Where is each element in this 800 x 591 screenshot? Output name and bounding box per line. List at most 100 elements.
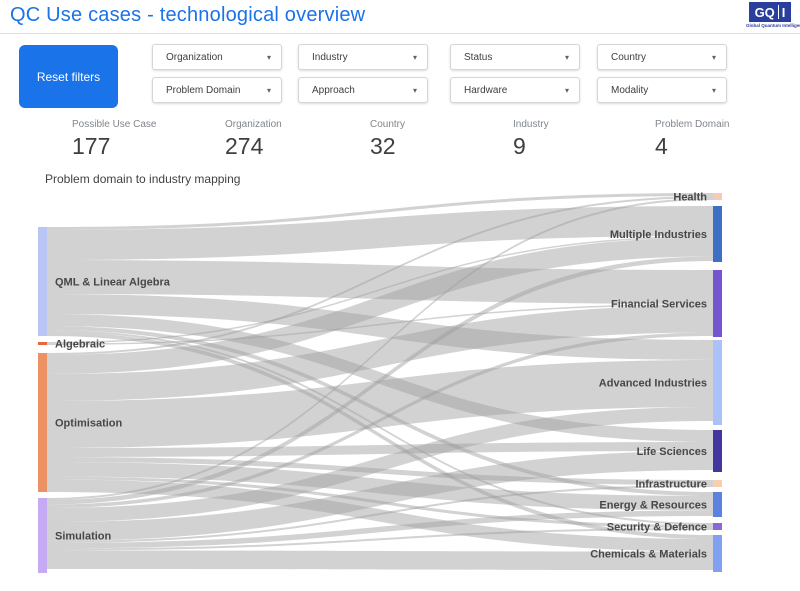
filter-status[interactable]: Status ▾ — [450, 44, 580, 70]
sankey-node-label-chemicals-materials: Chemicals & Materials — [590, 549, 707, 561]
sankey-node-label-algebraic: Algebraic — [55, 339, 105, 351]
sankey-link-qml-energy-resources[interactable] — [47, 326, 713, 496]
sankey-node-label-optimisation: Optimisation — [55, 418, 123, 430]
sankey-link-optimisation-health[interactable] — [47, 196, 713, 355]
sankey-node-simulation[interactable] — [38, 498, 47, 573]
sankey-link-qml-chemicals-materials[interactable] — [47, 332, 713, 539]
sankey-link-simulation-advanced-industries[interactable] — [47, 407, 713, 522]
sankey-node-advanced-industries[interactable] — [713, 340, 722, 425]
sankey-link-optimisation-infrastructure[interactable] — [47, 457, 713, 485]
filter-label: Modality — [611, 84, 649, 96]
kpi-problem-domain: Problem Domain 4 — [655, 119, 785, 160]
header-bar: QC Use cases - technological overview GQ… — [0, 0, 800, 34]
sankey-node-infrastructure[interactable] — [713, 480, 722, 487]
sankey-link-simulation-life-sciences[interactable] — [47, 451, 713, 541]
sankey-node-algebraic[interactable] — [38, 342, 47, 345]
chevron-down-icon: ▾ — [564, 85, 569, 95]
kpi-label: Industry — [513, 119, 549, 130]
kpi-value: 32 — [370, 133, 396, 159]
filter-country[interactable]: Country ▾ — [597, 44, 727, 70]
sankey-link-simulation-health[interactable] — [47, 198, 713, 500]
sankey-node-label-life-sciences: Life Sciences — [637, 446, 707, 458]
kpi-organization: Organization 274 — [225, 119, 355, 160]
sankey-node-label-qml: QML & Linear Algebra — [55, 277, 171, 289]
kpi-possible-use-case: Possible Use Case 177 — [72, 119, 202, 160]
sankey-link-qml-life-sciences[interactable] — [47, 314, 713, 442]
sankey-node-label-financial-services: Financial Services — [611, 299, 707, 311]
filter-label: Approach — [312, 84, 355, 96]
kpi-value: 274 — [225, 133, 264, 159]
sankey-node-label-infrastructure: Infrastructure — [635, 479, 707, 491]
page-title: QC Use cases - technological overview — [10, 4, 366, 26]
sankey-link-simulation-energy-resources[interactable] — [47, 510, 713, 549]
filter-approach[interactable]: Approach ▾ — [298, 77, 428, 103]
filter-label: Country — [611, 51, 647, 63]
gqi-logo-icon: GQ I — [749, 2, 791, 22]
logo-text-i: I — [781, 4, 786, 20]
chevron-down-icon: ▾ — [266, 85, 271, 95]
sankey-node-financial-services[interactable] — [713, 270, 722, 337]
sankey-node-optimisation[interactable] — [38, 353, 47, 492]
sankey-node-label-security-defence: Security & Defence — [607, 522, 707, 534]
sankey-node-label-advanced-industries: Advanced Industries — [599, 378, 707, 390]
sankey-node-label-energy-resources: Energy & Resources — [599, 500, 707, 512]
kpi-label: Organization — [225, 119, 282, 130]
sankey-link-optimisation-energy-resources[interactable] — [47, 462, 713, 511]
sankey-link-simulation-infrastructure[interactable] — [47, 485, 713, 543]
sankey-node-life-sciences[interactable] — [713, 430, 722, 472]
sankey-node-health[interactable] — [713, 193, 722, 200]
filter-label: Problem Domain — [166, 84, 241, 96]
sankey-node-label-multiple-industries: Multiple Industries — [610, 229, 707, 241]
sankey-link-algebraic-financial-services[interactable] — [47, 304, 713, 345]
filter-modality[interactable]: Modality ▾ — [597, 77, 727, 103]
filter-label: Industry — [312, 51, 348, 63]
sankey-link-simulation-chemicals-materials[interactable] — [47, 550, 713, 571]
logo-divider — [777, 5, 779, 19]
kpi-country: Country 32 — [370, 119, 500, 160]
filter-label: Organization — [166, 51, 223, 63]
chevron-down-icon: ▾ — [711, 52, 716, 62]
sankey-node-qml[interactable] — [38, 227, 47, 336]
sankey-node-multiple-industries[interactable] — [713, 206, 722, 262]
sankey-link-qml-advanced-industries[interactable] — [47, 294, 713, 360]
chevron-down-icon: ▾ — [412, 85, 417, 95]
sankey-node-energy-resources[interactable] — [713, 492, 722, 517]
reset-filters-button[interactable]: Reset filters — [19, 45, 118, 108]
kpi-industry: Industry 9 — [513, 119, 643, 160]
sankey-link-qml-security-defence[interactable] — [47, 330, 713, 525]
sankey-link-qml-health[interactable] — [47, 193, 713, 230]
sankey-link-optimisation-security-defence[interactable] — [47, 476, 713, 529]
sankey-link-simulation-financial-services[interactable] — [47, 332, 713, 509]
sankey-link-optimisation-life-sciences[interactable] — [47, 442, 713, 457]
sankey-link-optimisation-advanced-industries[interactable] — [47, 360, 713, 448]
sankey-link-optimisation-multiple-industries[interactable] — [47, 237, 713, 375]
filter-hardware[interactable]: Hardware ▾ — [450, 77, 580, 103]
chevron-down-icon: ▾ — [564, 52, 569, 62]
sankey-link-qml-multiple-industries[interactable] — [47, 206, 713, 260]
sankey-link-simulation-security-defence[interactable] — [47, 528, 713, 551]
chart-title: Problem domain to industry mapping — [45, 172, 241, 186]
filter-industry[interactable]: Industry ▾ — [298, 44, 428, 70]
kpi-label: Problem Domain — [655, 119, 730, 130]
sankey-link-simulation-multiple-industries[interactable] — [47, 256, 713, 505]
sankey-node-chemicals-materials[interactable] — [713, 535, 722, 572]
gqi-logo: GQ I Global Quantum Intelligence — [746, 2, 800, 28]
chevron-down-icon: ▾ — [266, 52, 271, 62]
filter-problem-domain[interactable]: Problem Domain ▾ — [152, 77, 282, 103]
filter-label: Hardware — [464, 84, 508, 96]
kpi-label: Possible Use Case — [72, 119, 157, 130]
kpi-value: 9 — [513, 133, 526, 159]
sankey-link-qml-financial-services[interactable] — [47, 260, 713, 304]
filter-organization[interactable]: Organization ▾ — [152, 44, 282, 70]
logo-caption: Global Quantum Intelligence — [746, 23, 800, 28]
sankey-link-algebraic-multiple-industries[interactable] — [47, 236, 713, 344]
sankey-node-label-simulation: Simulation — [55, 531, 112, 543]
logo-text-gq: GQ — [754, 4, 775, 20]
sankey-node-label-health: Health — [673, 192, 707, 204]
kpi-value: 177 — [72, 133, 111, 159]
sankey-link-optimisation-chemicals-materials[interactable] — [47, 479, 713, 552]
sankey-node-security-defence[interactable] — [713, 523, 722, 530]
filter-label: Status — [464, 51, 493, 63]
sankey-link-optimisation-financial-services[interactable] — [47, 305, 713, 402]
